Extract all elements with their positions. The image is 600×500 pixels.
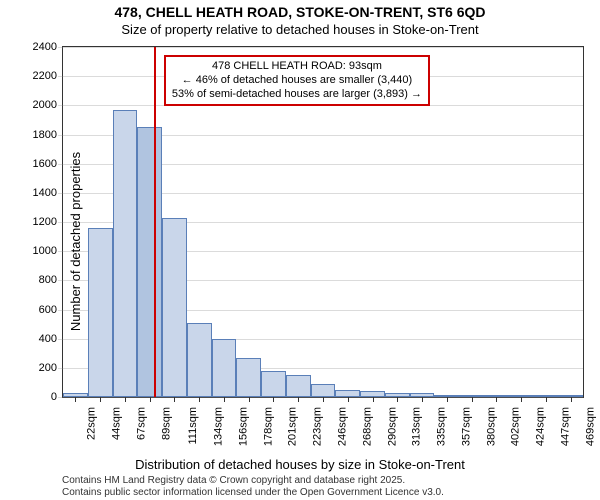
xtick-mark [273, 397, 274, 402]
histogram-bar [113, 110, 138, 397]
xtick-mark [174, 397, 175, 402]
ytick-label: 0 [17, 391, 57, 403]
xtick-mark [150, 397, 151, 402]
histogram-bar [212, 339, 237, 397]
xtick-mark [422, 397, 423, 402]
xtick-label: 380sqm [485, 407, 497, 446]
chart-title: 478, CHELL HEATH ROAD, STOKE-ON-TRENT, S… [0, 4, 600, 20]
ytick-label: 1800 [17, 129, 57, 141]
xtick-label: 246sqm [337, 407, 349, 446]
footnote-2: Contains public sector information licen… [62, 487, 444, 498]
annotation-line3: 53% of semi-detached houses are larger (… [172, 88, 422, 102]
marker-line [154, 47, 156, 397]
ytick-label: 1400 [17, 187, 57, 199]
xtick-mark [472, 397, 473, 402]
histogram-bar [261, 371, 286, 397]
ytick-label: 600 [17, 304, 57, 316]
annotation-box: 478 CHELL HEATH ROAD: 93sqm ← 46% of det… [164, 55, 430, 106]
xtick-mark [75, 397, 76, 402]
xtick-mark [447, 397, 448, 402]
xtick-label: 268sqm [361, 407, 373, 446]
xtick-label: 178sqm [262, 407, 274, 446]
xtick-label: 447sqm [559, 407, 571, 446]
xtick-mark [224, 397, 225, 402]
xtick-label: 313sqm [411, 407, 423, 446]
xtick-mark [571, 397, 572, 402]
xtick-mark [496, 397, 497, 402]
xtick-label: 22sqm [86, 407, 98, 440]
ytick-label: 2200 [17, 70, 57, 82]
xtick-label: 89sqm [160, 407, 172, 440]
xtick-label: 223sqm [312, 407, 324, 446]
annotation-line1: 478 CHELL HEATH ROAD: 93sqm [172, 60, 422, 74]
ytick-label: 2400 [17, 41, 57, 53]
ytick-label: 200 [17, 362, 57, 374]
xtick-label: 402sqm [510, 407, 522, 446]
xtick-label: 290sqm [386, 407, 398, 446]
xtick-label: 357sqm [460, 407, 472, 446]
xtick-label: 156sqm [238, 407, 250, 446]
xtick-mark [323, 397, 324, 402]
xtick-label: 469sqm [584, 407, 596, 446]
xtick-label: 67sqm [135, 407, 147, 440]
histogram-bar [137, 127, 162, 397]
xtick-label: 201sqm [287, 407, 299, 446]
xtick-label: 111sqm [187, 407, 199, 445]
ytick-label: 800 [17, 274, 57, 286]
xtick-mark [546, 397, 547, 402]
xtick-mark [125, 397, 126, 402]
y-axis-label: Number of detached properties [68, 152, 83, 331]
xtick-mark [397, 397, 398, 402]
footnote-1: Contains HM Land Registry data © Crown c… [62, 475, 405, 486]
chart-container: 478, CHELL HEATH ROAD, STOKE-ON-TRENT, S… [0, 0, 600, 500]
xtick-mark [521, 397, 522, 402]
xtick-mark [100, 397, 101, 402]
gridline [58, 397, 583, 398]
xtick-mark [249, 397, 250, 402]
xtick-label: 335sqm [436, 407, 448, 446]
ytick-label: 1200 [17, 216, 57, 228]
annotation-line2: ← 46% of detached houses are smaller (3,… [172, 74, 422, 88]
ytick-label: 400 [17, 333, 57, 345]
ytick-label: 1600 [17, 158, 57, 170]
xtick-label: 44sqm [111, 407, 123, 440]
ytick-label: 2000 [17, 99, 57, 111]
histogram-bar [286, 375, 311, 397]
histogram-bar [236, 358, 261, 397]
xtick-label: 424sqm [535, 407, 547, 446]
histogram-bar [162, 218, 187, 397]
ytick-label: 1000 [17, 245, 57, 257]
xtick-label: 134sqm [213, 407, 225, 446]
x-axis-label: Distribution of detached houses by size … [0, 457, 600, 472]
xtick-mark [373, 397, 374, 402]
histogram-bar [335, 390, 360, 397]
histogram-bar [88, 228, 113, 397]
xtick-mark [348, 397, 349, 402]
plot-area: 0200400600800100012001400160018002000220… [62, 46, 584, 398]
chart-subtitle: Size of property relative to detached ho… [0, 22, 600, 37]
gridline [58, 47, 583, 48]
histogram-bar [187, 323, 212, 397]
histogram-bar [311, 384, 336, 397]
xtick-mark [298, 397, 299, 402]
xtick-mark [199, 397, 200, 402]
